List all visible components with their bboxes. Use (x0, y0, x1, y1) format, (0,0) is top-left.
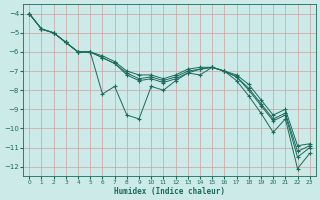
X-axis label: Humidex (Indice chaleur): Humidex (Indice chaleur) (114, 187, 225, 196)
